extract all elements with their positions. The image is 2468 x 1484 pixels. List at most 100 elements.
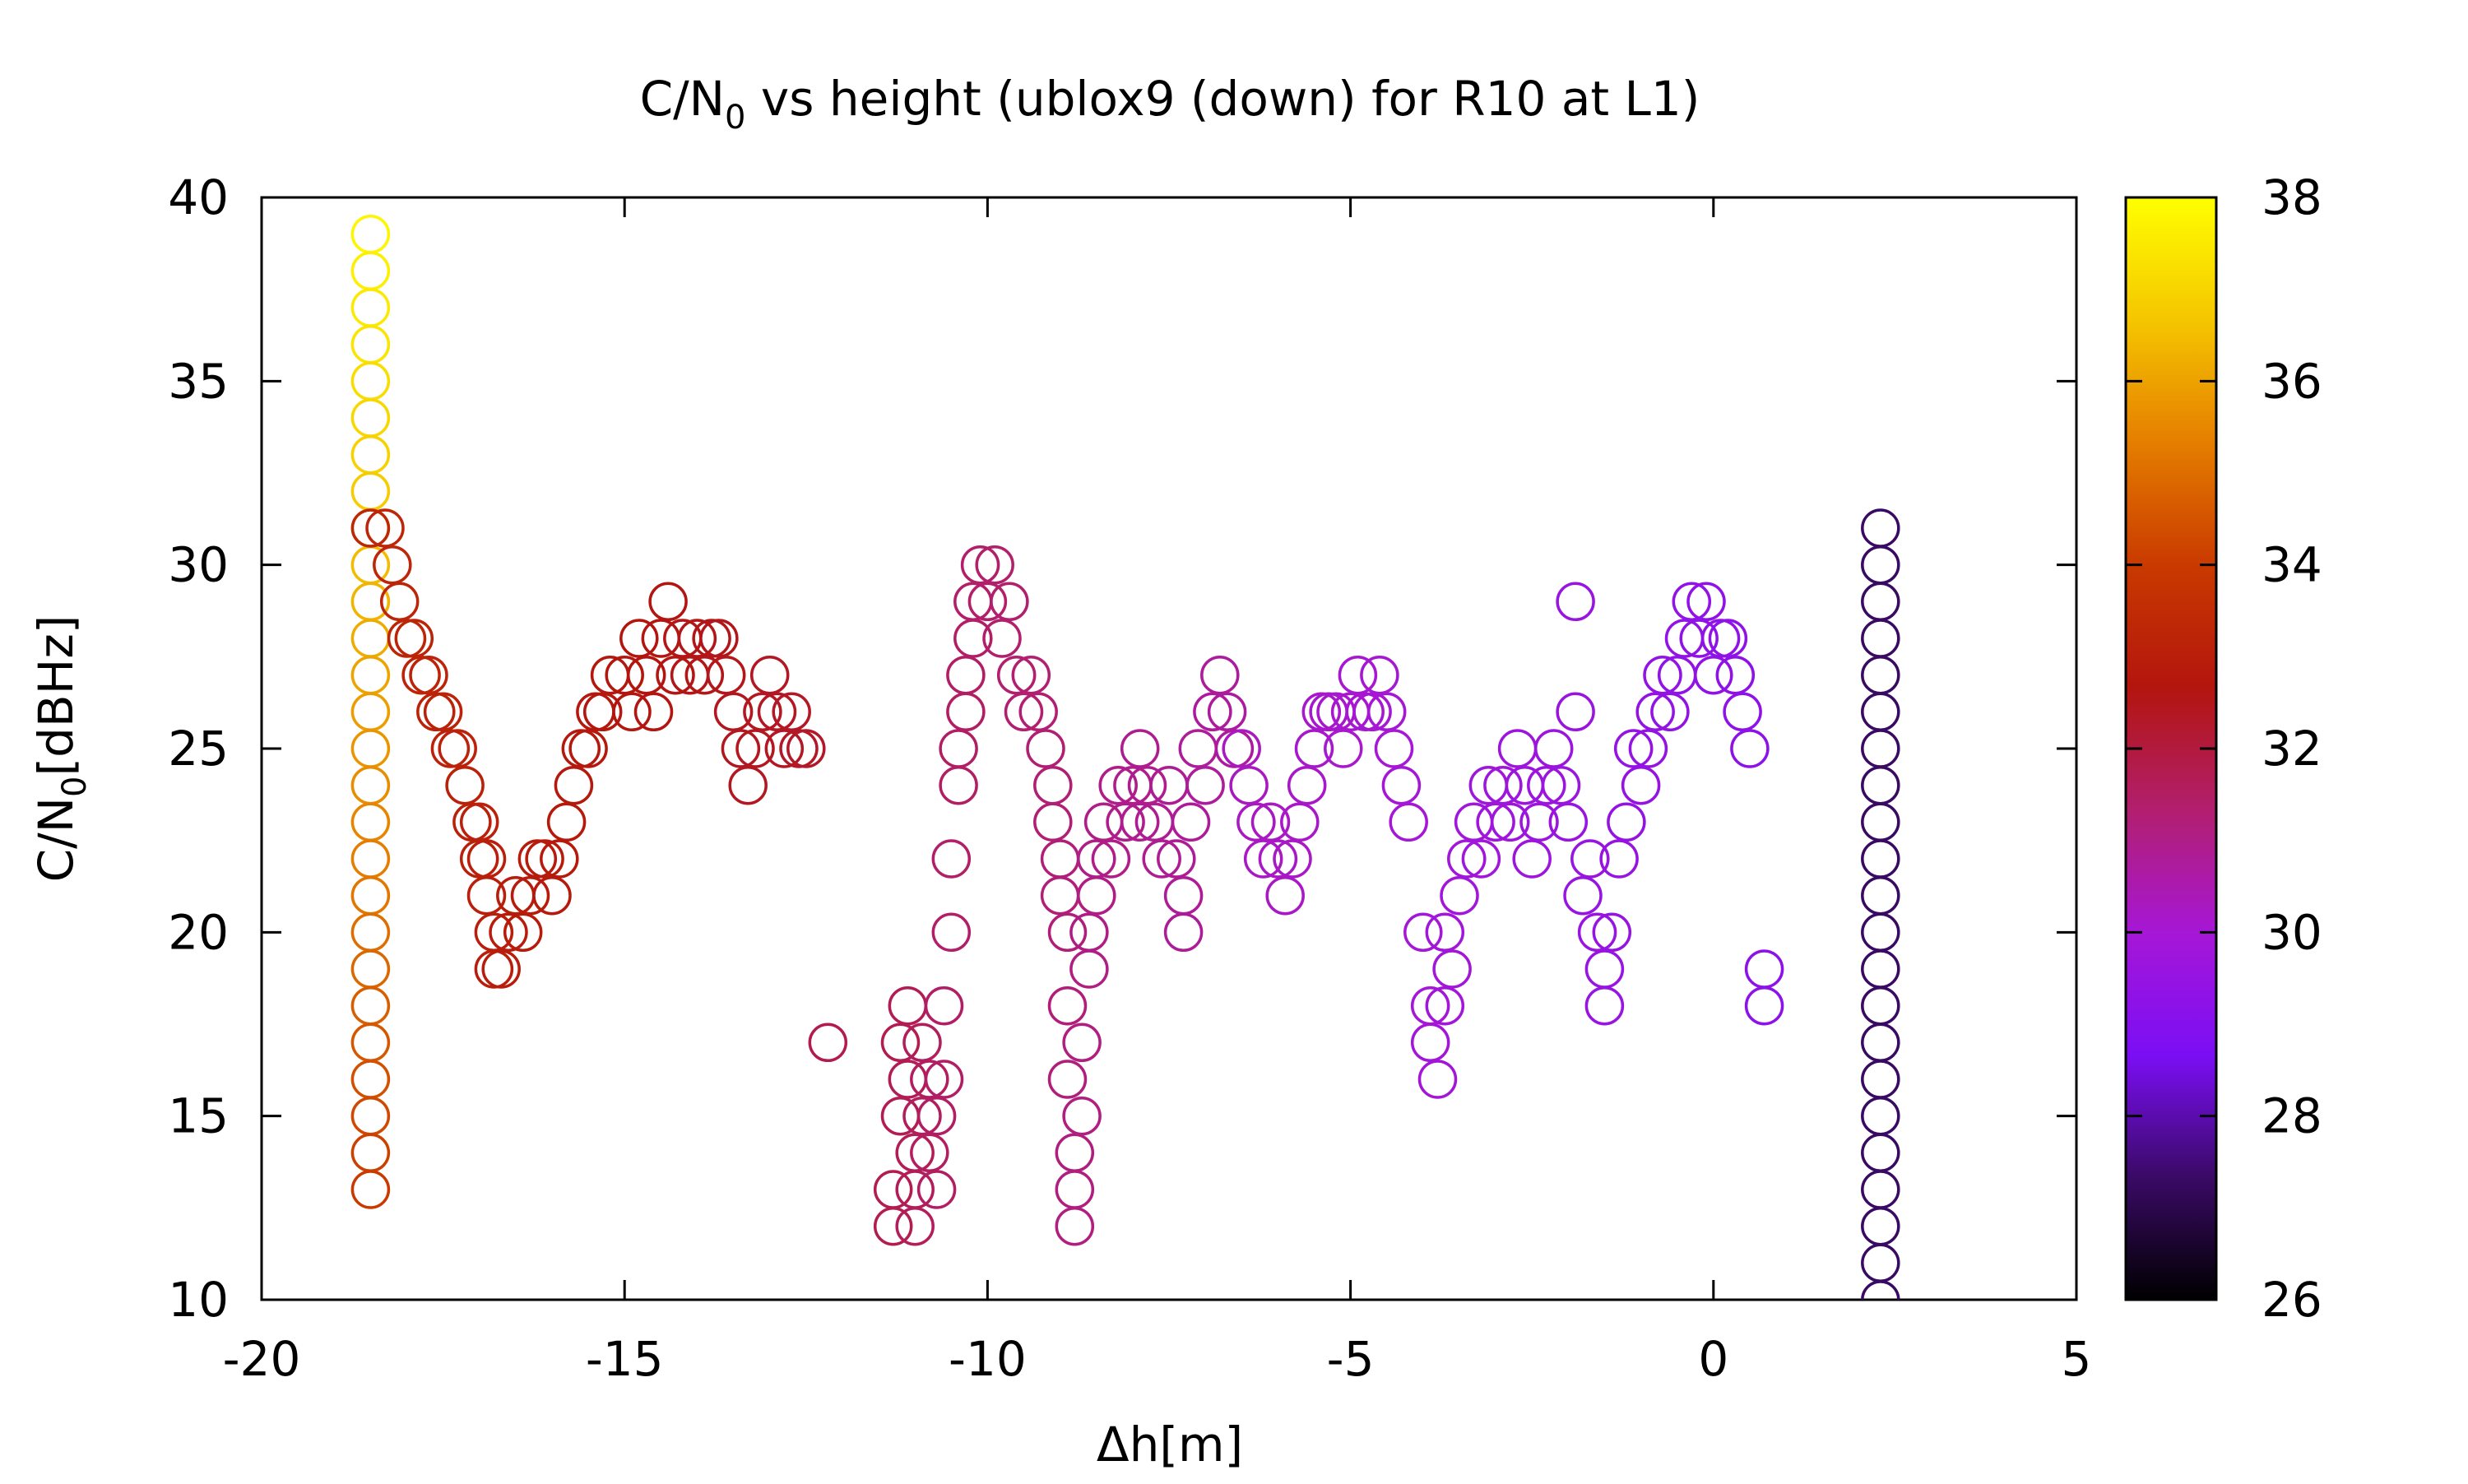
scatter-point: [641, 619, 681, 658]
scatter-point: [1715, 655, 1756, 695]
scatter-point: [1512, 839, 1552, 879]
scatter-point: [1381, 765, 1422, 805]
scatter-point: [939, 729, 978, 768]
scatter-point: [481, 949, 521, 989]
x-tick-label: -10: [949, 1331, 1027, 1387]
scatter-point: [1861, 1170, 1900, 1209]
scatter-point: [1861, 839, 1900, 879]
scatter-point: [1018, 692, 1058, 732]
scatter-point: [350, 582, 391, 622]
scatter-point: [1861, 985, 1900, 1026]
scatter-point: [1861, 655, 1900, 695]
scatter-point: [1425, 985, 1465, 1026]
scatter-point: [1861, 729, 1900, 768]
scatter-point: [532, 875, 572, 916]
scatter-point: [430, 729, 471, 768]
colorbar-tick-label: 34: [2262, 537, 2322, 593]
y-tick-label: 15: [168, 1088, 229, 1144]
scatter-point: [459, 802, 499, 842]
scatter-point: [350, 619, 391, 658]
scatter-point: [902, 1096, 942, 1136]
colorbar-tick-label: 38: [2262, 169, 2322, 225]
scatter-point: [924, 985, 964, 1026]
scatter-point: [1861, 582, 1900, 622]
colorbar-tick-label: 28: [2262, 1088, 2322, 1144]
scatter-point: [902, 1023, 942, 1063]
scatter-point: [1258, 839, 1298, 879]
scatter-point: [1324, 729, 1363, 768]
scatter-point: [554, 765, 594, 805]
scatter-point: [1207, 692, 1247, 732]
scatter-point: [1861, 1206, 1900, 1246]
scatter-point: [1338, 655, 1378, 695]
scatter-point: [1047, 912, 1088, 953]
scatter-point: [1861, 692, 1900, 732]
scatter-point: [975, 545, 1014, 585]
scatter-point: [466, 875, 507, 916]
scatter-point: [1861, 802, 1900, 842]
scatter-point: [1861, 949, 1900, 989]
scatter-point: [1077, 875, 1116, 916]
scatter-point: [910, 1133, 949, 1173]
scatter-point: [960, 545, 1000, 585]
scatter-point: [772, 692, 811, 732]
scatter-point: [350, 361, 391, 401]
scatter-point: [517, 839, 558, 879]
scatter-point: [1556, 582, 1595, 622]
scatter-point: [873, 1206, 913, 1246]
y-axis-label-subscript: 0: [56, 777, 94, 797]
scatter-point: [656, 655, 695, 695]
scatter-point: [1069, 912, 1109, 953]
scatter-point: [373, 545, 412, 585]
x-axis-ticks: -20 -15 -10 -5 0 5: [223, 197, 2091, 1387]
scatter-point: [1541, 765, 1581, 805]
scatter-point: [1040, 839, 1080, 879]
scatter-point: [1236, 802, 1276, 842]
scatter-point: [1861, 875, 1900, 916]
scatter-point: [939, 765, 978, 805]
y-axis-label-main: C/N: [28, 797, 84, 882]
scatter-point: [379, 582, 420, 622]
scatter-point: [423, 692, 463, 732]
scatter-point: [1163, 875, 1204, 916]
scatter-point: [445, 765, 485, 805]
scatter-point: [350, 1060, 391, 1099]
scatter-point: [350, 802, 391, 842]
scatter-point: [1280, 802, 1320, 842]
scatter-point: [1440, 875, 1479, 916]
scatter-point: [350, 875, 391, 916]
colorbar-tick-label: 36: [2262, 353, 2322, 409]
scatter-point: [438, 729, 477, 768]
scatter-point: [1556, 692, 1595, 732]
scatter-point: [394, 619, 434, 658]
scatter-points: [350, 214, 1900, 1300]
scatter-point: [1055, 1133, 1095, 1173]
scatter-point: [888, 1060, 928, 1099]
scatter-point: [916, 1096, 957, 1136]
scatter-point: [931, 839, 972, 879]
scatter-point: [1193, 692, 1232, 732]
scatter-point: [1062, 1096, 1102, 1136]
scatter-point: [1120, 729, 1160, 768]
scatter-point: [350, 1096, 391, 1136]
scatter-point: [735, 729, 775, 768]
scatter-point: [350, 692, 391, 732]
scatter-point: [561, 729, 601, 768]
scatter-point: [1505, 765, 1545, 805]
scatter-point: [1417, 1060, 1458, 1099]
scatter-point: [540, 839, 579, 879]
scatter-point: [916, 1170, 957, 1209]
scatter-point: [576, 692, 615, 732]
scatter-point: [880, 1023, 921, 1063]
scatter-point: [677, 619, 717, 658]
scatter-point: [1077, 839, 1116, 879]
scatter-point: [1686, 582, 1726, 622]
scatter-point: [1584, 985, 1625, 1026]
scatter-point: [1055, 1206, 1095, 1246]
scatter-point: [1861, 765, 1900, 805]
scatter-point: [1098, 765, 1138, 805]
scatter-point: [350, 434, 391, 475]
scatter-point: [990, 582, 1029, 622]
chart-title: C/N0 vs height (ublox9 (down) for R10 at…: [640, 71, 1700, 137]
